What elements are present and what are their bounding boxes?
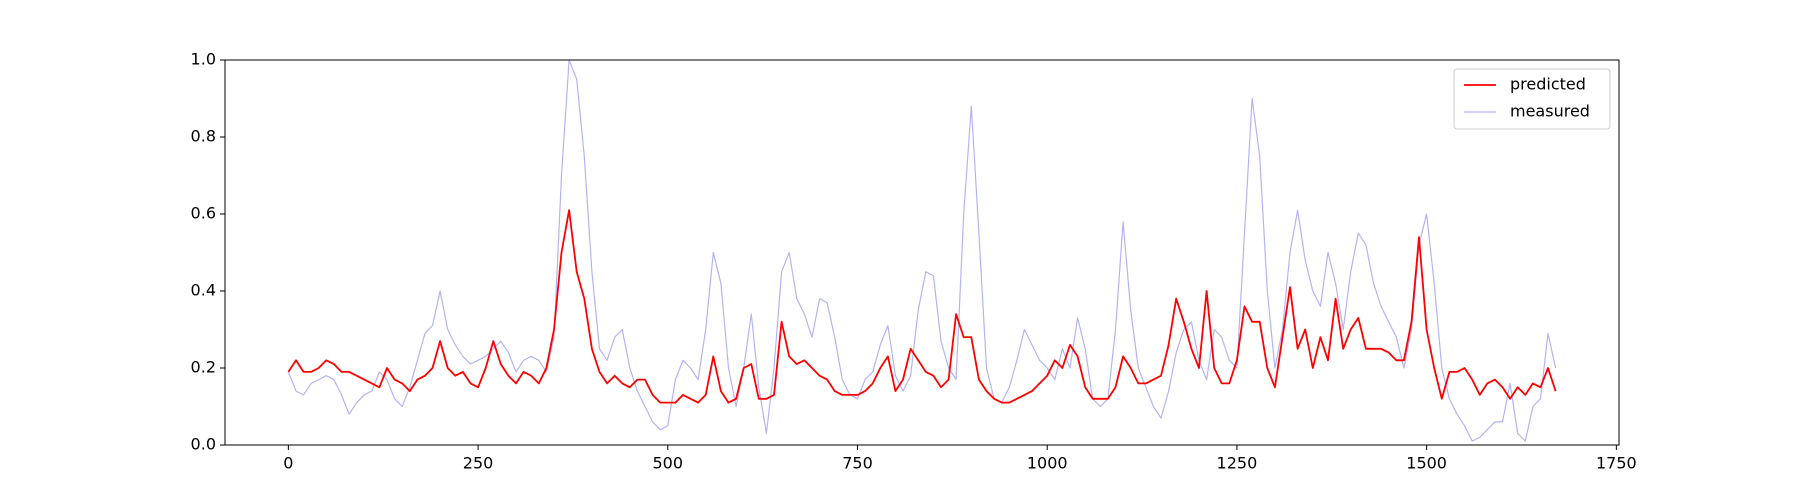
x-tick-label: 1750 [1596,454,1637,473]
y-tick-label: 0.6 [191,204,216,223]
legend-label: measured [1510,102,1590,121]
x-tick-label: 250 [463,454,494,473]
plot-frame [224,59,1620,446]
x-tick-label: 1250 [1217,454,1258,473]
y-tick-label: 0.8 [191,127,216,146]
y-tick-label: 0.2 [191,358,216,377]
series-line [287,60,1557,442]
legend-label: predicted [1510,75,1586,94]
legend-box [1453,68,1611,130]
x-tick-label: 1000 [1027,454,1068,473]
y-tick-label: 0.4 [191,281,216,300]
series-line [287,209,1557,404]
x-tick-label: 0 [283,454,293,473]
y-tick-label: 1.0 [191,50,216,69]
x-tick-label: 1500 [1406,454,1447,473]
x-tick-label: 750 [842,454,873,473]
y-tick-label: 0.0 [191,435,216,454]
x-tick-label: 500 [653,454,684,473]
